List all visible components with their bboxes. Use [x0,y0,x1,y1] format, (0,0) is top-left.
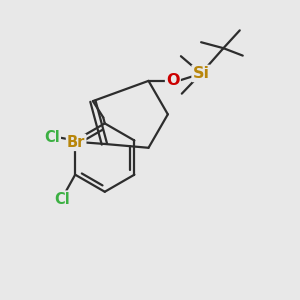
Text: Cl: Cl [54,192,70,207]
Text: O: O [166,74,180,88]
Text: Br: Br [67,135,85,150]
Text: Cl: Cl [44,130,60,145]
Text: Si: Si [193,66,210,81]
